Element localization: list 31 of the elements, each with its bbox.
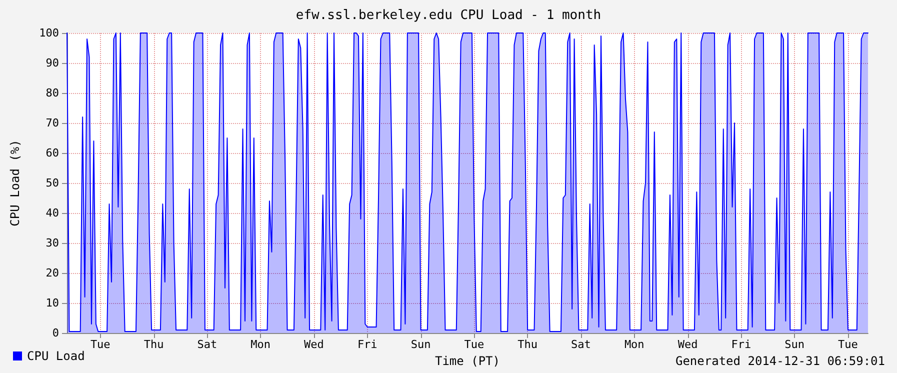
x-tick-label: Tue [838, 338, 858, 351]
y-tick-label: 0 [52, 326, 59, 340]
y-axis-title: CPU Load (%) [8, 140, 22, 226]
x-axis-title: Time (PT) [434, 354, 500, 368]
y-tick-label: 40 [46, 206, 59, 220]
x-tick-label: Wed [678, 338, 698, 351]
x-tick-label: Sun [410, 338, 431, 351]
legend-label: CPU Load [27, 349, 85, 363]
y-tick-label: 70 [46, 116, 59, 130]
x-tick-label: Sun [784, 338, 805, 351]
y-tick-label: 50 [46, 176, 59, 190]
x-tick-label: Mon [624, 338, 644, 351]
y-tick-label: 80 [46, 86, 59, 100]
y-tick-label: 10 [46, 296, 59, 310]
y-tick-label: 90 [46, 56, 59, 70]
x-tick-label: Wed [304, 338, 324, 351]
x-tick-label: Thu [144, 338, 164, 351]
x-tick-label: Sat [571, 338, 591, 351]
y-tick-label: 30 [46, 236, 59, 250]
x-tick-label: Sat [197, 338, 218, 351]
y-tick-label: 60 [46, 146, 59, 160]
x-tick-label: Fri [731, 338, 752, 351]
y-tick-label: 20 [46, 266, 59, 280]
x-tick-label: Tue [90, 338, 110, 351]
x-tick-label: Fri [357, 338, 378, 351]
chart-title: efw.ssl.berkeley.edu CPU Load - 1 month [296, 8, 602, 23]
text: Generated 2014-12-31 06:59:01 [675, 354, 885, 368]
x-tick-label: Thu [518, 338, 538, 351]
y-tick-label: 100 [39, 26, 59, 40]
x-tick-label: Mon [250, 338, 271, 351]
x-tick-label: Tue [464, 338, 484, 351]
